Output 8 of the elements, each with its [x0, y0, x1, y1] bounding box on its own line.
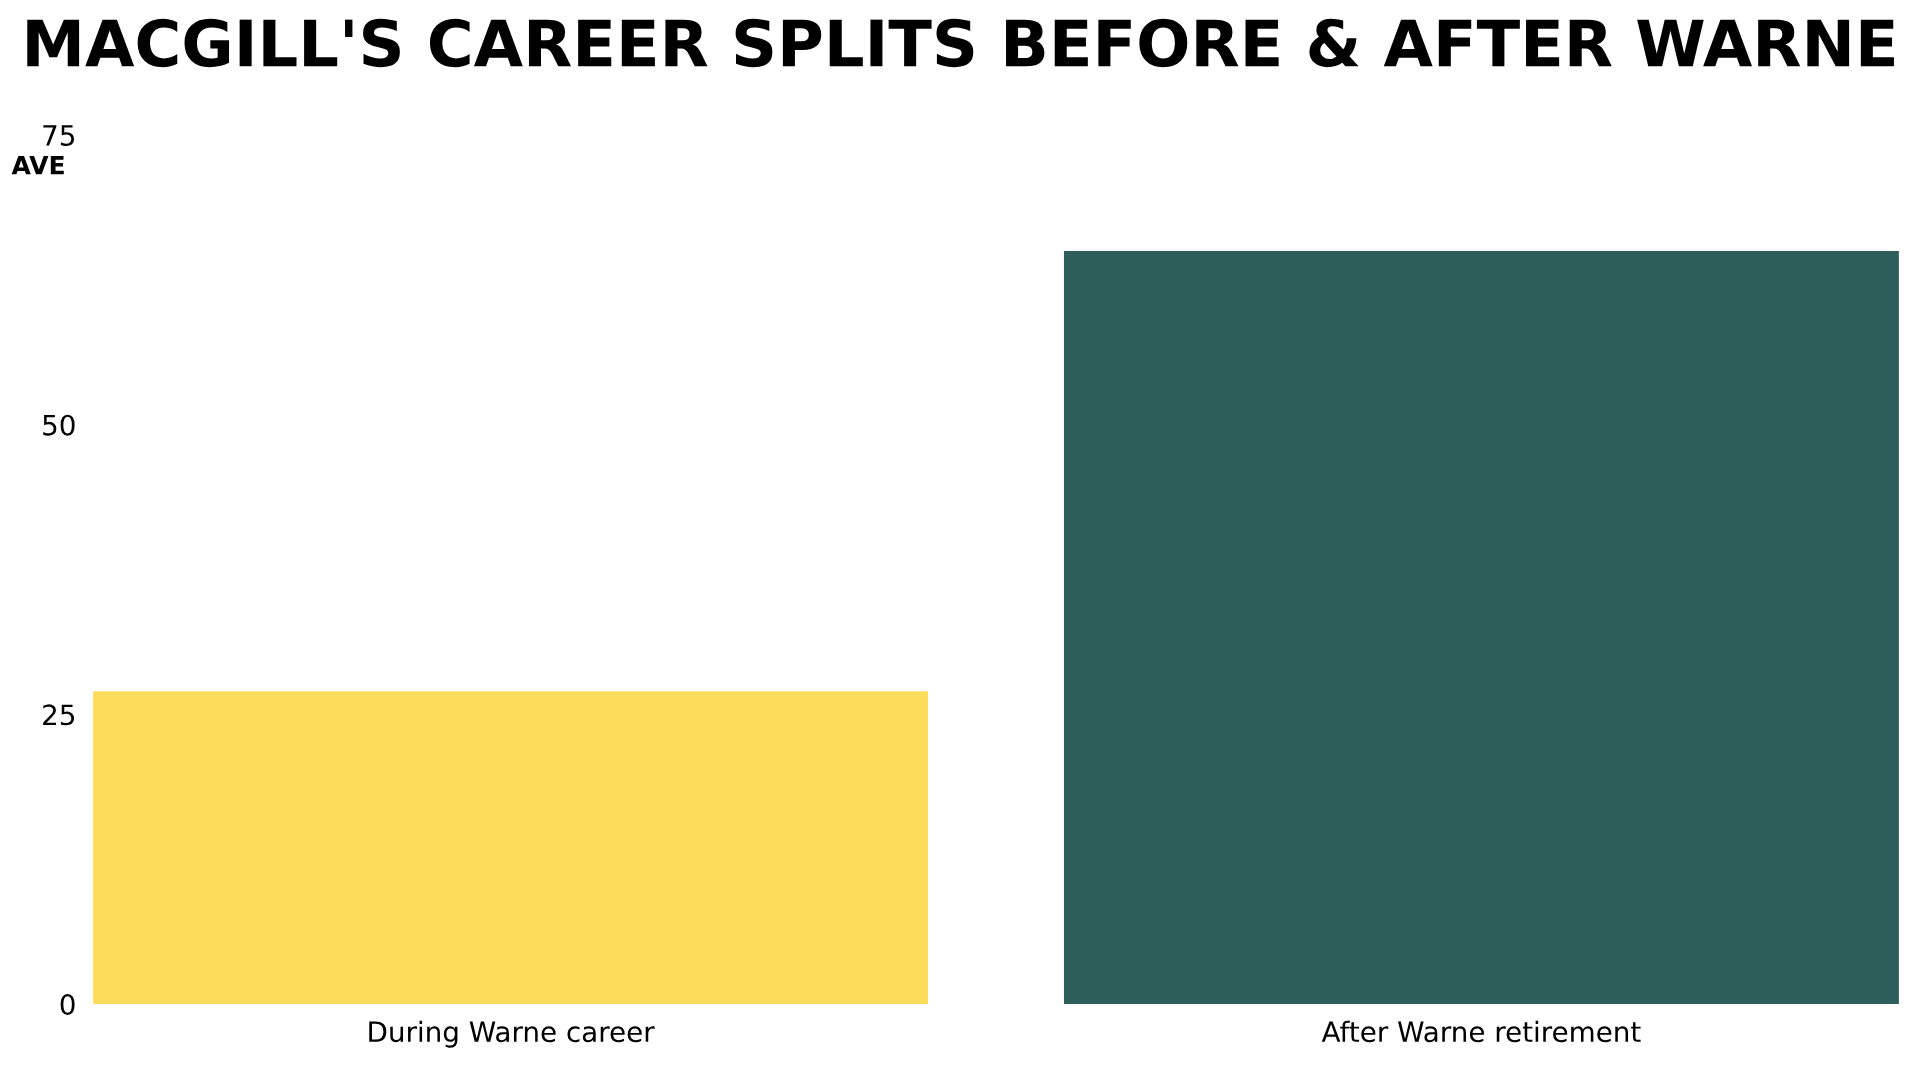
y-tick-label: 25	[43, 704, 75, 726]
y-axis-title: AVE	[11, 156, 64, 175]
y-tick-label: 0	[60, 994, 75, 1016]
y-tick-label: 75	[43, 125, 75, 146]
y-tick-label: 50	[43, 414, 75, 436]
x-tick-label: During Warne career	[369, 1020, 655, 1048]
chart-title: MACGILL'S CAREER SPLITS BEFORE & AFTER WARNE	[27, 18, 1894, 68]
x-tick-label: After Warne retirement	[1321, 1020, 1641, 1043]
